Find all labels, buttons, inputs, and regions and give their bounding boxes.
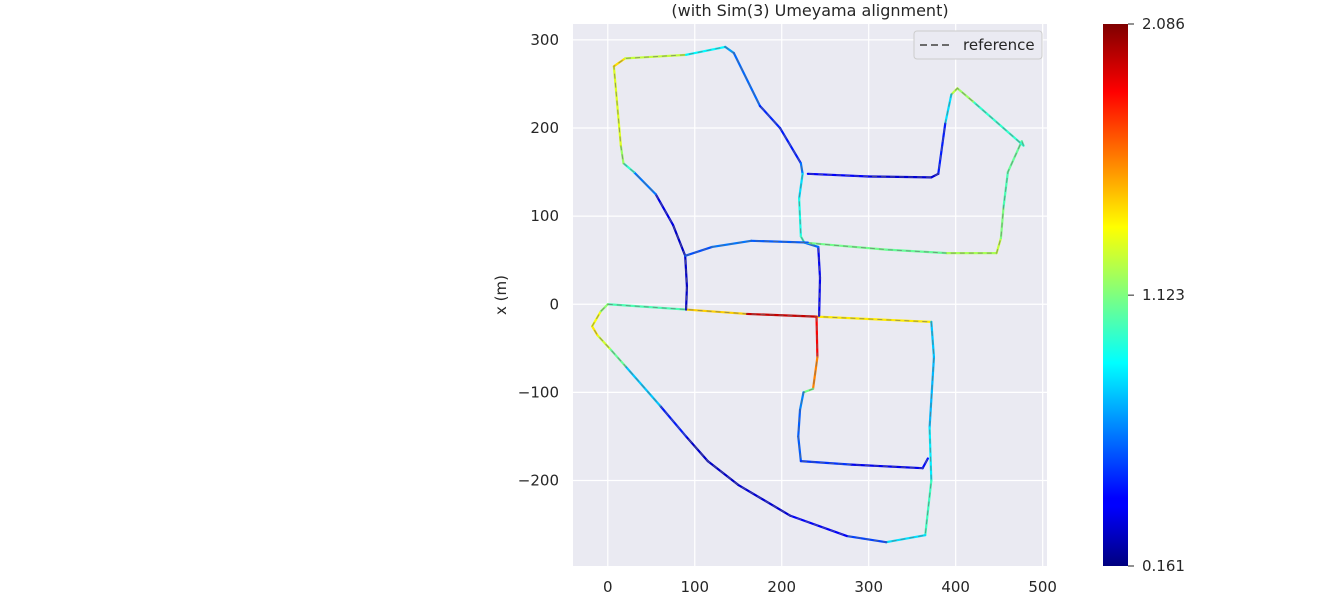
reference-path [613,46,1024,310]
y-tick-label: 100 [530,207,559,225]
legend-box [913,30,1043,60]
trajectory-segment [928,426,933,482]
x-tick-label: 400 [941,578,970,596]
legend: reference [913,30,1043,60]
trajectory-segment [797,408,802,438]
x-tick-label: 0 [603,578,613,596]
trajectory-segment [924,479,933,537]
x-tick-label: 500 [1028,578,1057,596]
y-tick-label: −200 [518,472,559,490]
reference-path [804,242,821,316]
x-tick-label: 200 [767,578,796,596]
plot-area [573,24,1047,566]
colorbar-ticks: 2.086 1.123 0.161 [1128,15,1185,575]
reference-path [797,316,929,469]
colorbar-gradient [1103,24,1128,566]
trajectory-segment [832,244,888,251]
legend-reference-label: reference [963,36,1035,54]
grid-lines [573,24,1047,566]
colorbar-tick-label: 2.086 [1142,15,1185,33]
trajectory-segment [799,460,853,466]
y-tick-label: 0 [549,295,559,313]
reference-path [685,240,808,257]
colorbar: 2.086 1.123 0.161 [1103,15,1185,575]
colorbar-tick-label: 1.123 [1142,286,1185,304]
colorbar-tick-label: 0.161 [1142,557,1185,575]
trajectory [591,45,1025,544]
x-tick-label: 300 [854,578,883,596]
trajectory-segment [944,93,953,125]
axis-ticks: 0 100 200 300 400 500 −200 −100 0 100 200 300 [518,31,1057,596]
y-tick-label: 200 [530,119,559,137]
trajectory-segment [750,239,809,244]
chart-title: (with Sim(3) Umeyama alignment) [671,1,948,20]
x-tick-label: 100 [680,578,709,596]
y-tick-label: −100 [518,383,559,401]
y-tick-label: 300 [530,31,559,49]
y-axis-label: x (m) [492,275,510,315]
